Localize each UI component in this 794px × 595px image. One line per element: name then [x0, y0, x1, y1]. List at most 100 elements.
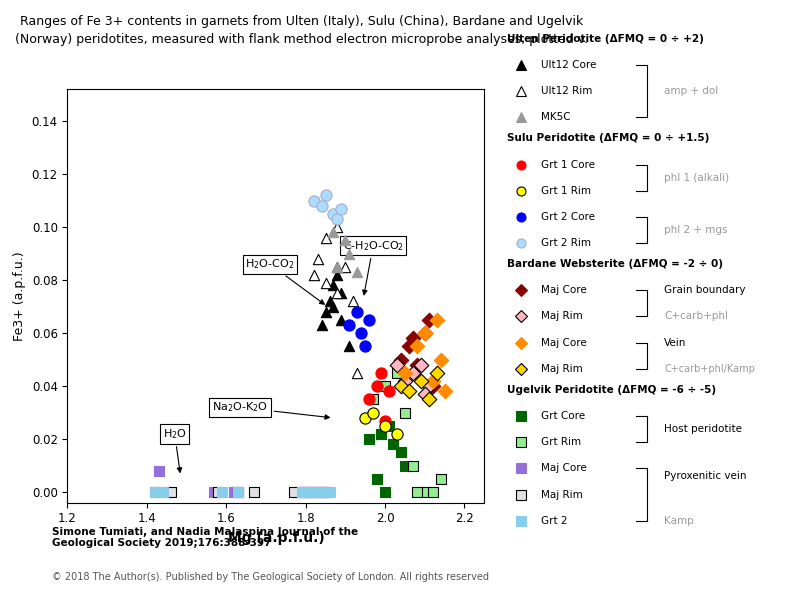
Point: [367, 408, 380, 418]
Point: [407, 334, 419, 343]
Point: [422, 394, 435, 404]
Text: Grt 2: Grt 2: [542, 516, 568, 526]
Point: [311, 487, 324, 497]
Point: [327, 302, 340, 311]
Point: [367, 394, 380, 404]
Text: Ult12 Rim: Ult12 Rim: [542, 86, 593, 96]
Text: Host peridotite: Host peridotite: [665, 424, 742, 434]
Text: Kamp: Kamp: [665, 516, 694, 526]
Point: [414, 360, 427, 369]
Point: [291, 487, 304, 497]
Point: [438, 387, 451, 396]
Point: [426, 376, 439, 386]
Point: [295, 487, 308, 497]
Point: [422, 381, 435, 391]
Point: [335, 315, 348, 325]
Point: [434, 474, 447, 484]
Text: Maj Core: Maj Core: [542, 285, 587, 295]
Point: [323, 296, 336, 306]
Text: Simone Tumiati, and Nadia Malaspina Journal of the
Geological Society 2019;176:3: Simone Tumiati, and Nadia Malaspina Jour…: [52, 527, 358, 548]
Text: C+carb+phl: C+carb+phl: [665, 311, 728, 321]
Point: [164, 487, 177, 497]
Point: [422, 315, 435, 325]
Text: Na$_2$O-K$_2$O: Na$_2$O-K$_2$O: [212, 400, 330, 419]
Text: Grt 1 Rim: Grt 1 Rim: [542, 186, 592, 196]
Text: Grt 1 Core: Grt 1 Core: [542, 159, 596, 170]
Text: H$_2$O-CO$_2$: H$_2$O-CO$_2$: [245, 257, 324, 304]
Text: Ranges of Fe 3+ contents in garnets from Ulten (Italy), Sulu (China), Bardane an: Ranges of Fe 3+ contents in garnets from…: [20, 15, 584, 28]
Text: © 2018 The Author(s). Published by The Geological Society of London. All rights : © 2018 The Author(s). Published by The G…: [52, 572, 488, 583]
Point: [248, 487, 260, 497]
Point: [299, 487, 312, 497]
Point: [319, 487, 332, 497]
Point: [399, 461, 411, 471]
Point: [351, 307, 364, 317]
Point: [323, 487, 336, 497]
Point: [403, 342, 415, 351]
Text: (Norway) peridotites, measured with flank method electron microprobe analyses, p: (Norway) peridotites, measured with flan…: [15, 33, 588, 46]
Point: [331, 223, 344, 232]
Point: [351, 368, 364, 378]
Point: [331, 262, 344, 271]
Point: [212, 487, 225, 497]
Point: [379, 487, 391, 497]
Point: [410, 360, 423, 369]
Text: Grt 2 Rim: Grt 2 Rim: [542, 238, 592, 248]
Text: phl 1 (alkali): phl 1 (alkali): [665, 173, 730, 183]
Text: C+carb+phl/Kamp: C+carb+phl/Kamp: [665, 364, 755, 374]
X-axis label: Mg (a.p.f.u.): Mg (a.p.f.u.): [228, 531, 324, 545]
Point: [148, 487, 161, 497]
Point: [327, 209, 340, 218]
Text: Maj Core: Maj Core: [542, 337, 587, 347]
Point: [148, 487, 161, 497]
Point: [339, 236, 352, 245]
Text: Maj Rim: Maj Rim: [542, 364, 583, 374]
Point: [156, 487, 169, 497]
Point: [331, 270, 344, 280]
Point: [307, 487, 320, 497]
Point: [307, 196, 320, 205]
Point: [414, 376, 427, 386]
Point: [379, 381, 391, 391]
Text: Bardane Websterite (ΔFMQ = -2 ÷ 0): Bardane Websterite (ΔFMQ = -2 ÷ 0): [507, 259, 723, 269]
Text: Pyroxenitic vein: Pyroxenitic vein: [665, 471, 747, 481]
Point: [208, 487, 221, 497]
Point: [426, 381, 439, 391]
Point: [359, 413, 372, 422]
Point: [363, 315, 376, 325]
Point: [418, 389, 431, 399]
Point: [228, 487, 241, 497]
Text: Grt 2 Core: Grt 2 Core: [542, 212, 596, 222]
Point: [311, 254, 324, 264]
Point: [418, 328, 431, 338]
Point: [403, 387, 415, 396]
Point: [319, 190, 332, 200]
Text: Maj Rim: Maj Rim: [542, 490, 583, 500]
Point: [383, 387, 395, 396]
Point: [331, 262, 344, 271]
Text: Grain boundary: Grain boundary: [665, 285, 746, 295]
Point: [335, 203, 348, 213]
Point: [363, 394, 376, 404]
Point: [410, 487, 423, 497]
Text: Ugelvik Peridotite (ΔFMQ = -6 ÷ -5): Ugelvik Peridotite (ΔFMQ = -6 ÷ -5): [507, 385, 716, 395]
Point: [311, 487, 324, 497]
Text: amp + dol: amp + dol: [665, 86, 719, 96]
Point: [319, 307, 332, 317]
Text: Grt Rim: Grt Rim: [542, 437, 581, 447]
Point: [418, 487, 431, 497]
Point: [343, 321, 356, 330]
Point: [343, 249, 356, 258]
Point: [315, 487, 328, 497]
Point: [395, 355, 407, 364]
Point: [399, 376, 411, 386]
Point: [319, 487, 332, 497]
Point: [418, 328, 431, 338]
Point: [295, 487, 308, 497]
Point: [395, 447, 407, 457]
Point: [327, 228, 340, 237]
Point: [434, 355, 447, 364]
Y-axis label: Fe3+ (a.p.f.u.): Fe3+ (a.p.f.u.): [13, 251, 26, 341]
Point: [430, 315, 443, 325]
Point: [319, 278, 332, 287]
